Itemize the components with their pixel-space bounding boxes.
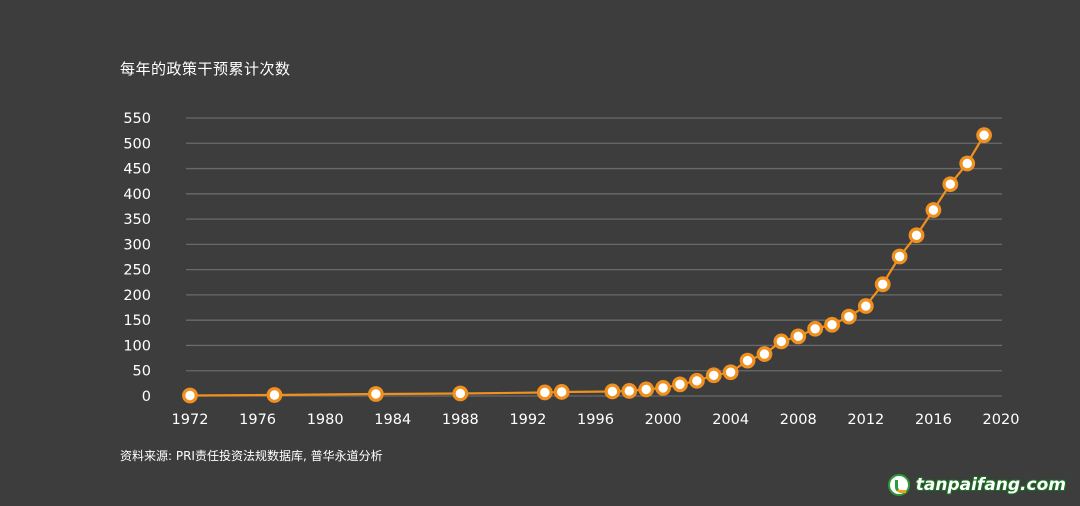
x-tick-label-1988: 1988 xyxy=(442,412,479,428)
data-point-2004 xyxy=(722,364,739,381)
y-tick-label-100: 100 xyxy=(123,338,151,354)
data-point-2007 xyxy=(773,333,790,350)
data-point-2015 xyxy=(908,227,925,244)
data-point-2013 xyxy=(874,276,891,293)
x-tick-label-2004: 2004 xyxy=(712,412,749,428)
data-point-1994 xyxy=(553,384,570,400)
data-point-1993 xyxy=(536,384,553,401)
data-point-1998 xyxy=(621,383,638,399)
y-tick-label-150: 150 xyxy=(123,313,151,329)
y-tick-label-200: 200 xyxy=(123,288,151,304)
y-tick-label-0: 0 xyxy=(142,389,151,405)
data-point-2002 xyxy=(688,372,705,389)
data-point-1983 xyxy=(367,386,384,402)
data-point-2000 xyxy=(655,380,671,396)
x-tick-label-2016: 2016 xyxy=(915,412,952,428)
x-tick-label-2000: 2000 xyxy=(645,412,682,428)
series-line-0 xyxy=(189,134,986,397)
data-point-2011 xyxy=(841,308,857,325)
data-point-2008 xyxy=(790,328,807,345)
data-point-2019 xyxy=(976,127,993,144)
y-tick-label-300: 300 xyxy=(123,237,151,253)
data-point-1988 xyxy=(452,385,469,402)
data-point-2010 xyxy=(824,316,840,333)
data-point-2003 xyxy=(705,367,722,384)
y-tick-label-450: 450 xyxy=(123,162,151,178)
data-point-2012 xyxy=(857,298,874,314)
data-point-2001 xyxy=(672,376,688,393)
x-tick-label-1972: 1972 xyxy=(172,412,209,428)
x-tick-label-1992: 1992 xyxy=(509,412,546,428)
data-point-2014 xyxy=(891,248,908,265)
data-point-2006 xyxy=(756,346,773,362)
x-tick-label-1976: 1976 xyxy=(239,412,276,428)
x-tick-label-1980: 1980 xyxy=(307,412,344,428)
y-tick-label-550: 550 xyxy=(123,111,151,127)
data-point-2005 xyxy=(739,352,756,369)
y-tick-label-50: 50 xyxy=(133,364,151,380)
data-point-1997 xyxy=(604,383,621,400)
tanpaifang-logo-icon xyxy=(887,474,910,496)
x-tick-label-2020: 2020 xyxy=(983,412,1020,428)
data-point-1977 xyxy=(266,387,283,403)
data-point-2016 xyxy=(925,202,942,218)
data-point-1972 xyxy=(182,387,198,404)
source-note: 资料来源: PRI责任投资法规数据库, 普华永道分析 xyxy=(120,449,383,463)
data-point-2009 xyxy=(807,320,824,337)
y-tick-label-350: 350 xyxy=(123,212,151,228)
y-tick-label-500: 500 xyxy=(123,136,151,152)
x-tick-label-2008: 2008 xyxy=(780,412,817,428)
watermark-text: tanpaifang.com xyxy=(915,475,1066,495)
y-tick-label-250: 250 xyxy=(123,263,151,279)
data-point-1999 xyxy=(638,381,655,398)
x-tick-label-1984: 1984 xyxy=(374,412,411,428)
x-tick-label-1996: 1996 xyxy=(577,412,614,428)
y-tick-label-400: 400 xyxy=(123,187,151,203)
x-tick-label-2012: 2012 xyxy=(847,412,884,428)
watermark: tanpaifang.com xyxy=(887,474,1066,496)
data-point-2017 xyxy=(942,176,959,193)
chart-title: 每年的政策干预累计次数 xyxy=(120,60,291,78)
data-point-2018 xyxy=(959,155,976,172)
